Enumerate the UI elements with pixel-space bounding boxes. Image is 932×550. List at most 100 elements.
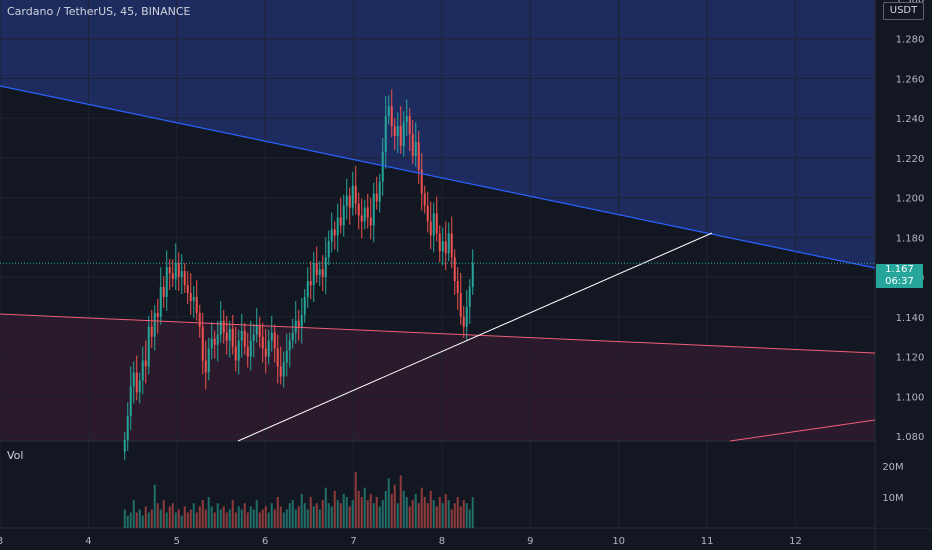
candle-body <box>276 348 279 367</box>
candle-body <box>378 181 381 202</box>
volume-bar <box>282 512 285 528</box>
volume-bar <box>336 500 339 528</box>
candle-body <box>300 314 303 327</box>
volume-bar <box>432 500 435 528</box>
candle-body <box>468 287 471 307</box>
volume-bar <box>147 512 150 528</box>
candle-body <box>384 116 387 152</box>
volume-bar <box>144 506 147 528</box>
volume-bar <box>390 493 393 528</box>
volume-bar <box>189 509 192 528</box>
support-zone <box>0 314 875 441</box>
candle-body <box>462 316 465 327</box>
volume-bar <box>207 497 210 528</box>
candle-body <box>450 233 453 258</box>
volume-bar <box>300 493 303 528</box>
volume-bar <box>234 512 237 528</box>
candle-body <box>150 326 153 337</box>
candle-body <box>249 340 252 357</box>
candle-body <box>198 312 201 327</box>
time-tick-label: 8 <box>439 536 445 547</box>
candle-body <box>426 205 429 222</box>
volume-bar <box>354 472 357 528</box>
volume-tick-label: 10M <box>882 493 903 504</box>
volume-bar <box>177 509 180 528</box>
candle-body <box>336 217 339 236</box>
volume-bar <box>231 500 234 528</box>
candle-body <box>435 213 438 234</box>
volume-bar <box>342 493 345 528</box>
candle-body <box>237 340 240 361</box>
price-tick-label: 1.280 <box>896 35 925 46</box>
candle-body <box>354 185 357 204</box>
candle-body <box>315 263 318 276</box>
volume-bar <box>372 503 375 528</box>
volume-bar <box>165 512 168 528</box>
volume-bar <box>192 503 195 528</box>
candle-body <box>252 334 255 341</box>
volume-bar <box>429 490 432 528</box>
volume-bar <box>276 497 279 528</box>
candle-body <box>126 416 129 440</box>
volume-bar <box>357 490 360 528</box>
drawing-lines <box>0 85 876 442</box>
candle-body <box>399 126 402 146</box>
support-line <box>0 313 876 354</box>
candle-body <box>291 332 294 341</box>
candle-body <box>330 229 333 242</box>
candle-body <box>222 320 225 333</box>
volume-bar <box>252 509 255 528</box>
volume-bar <box>312 506 315 528</box>
candle-body <box>285 350 288 363</box>
candle-body <box>459 293 462 317</box>
candle-body <box>387 106 390 117</box>
candle-body <box>243 330 246 347</box>
candle-body <box>240 330 243 341</box>
volume-bar <box>204 509 207 528</box>
volume-bar <box>450 509 453 528</box>
candle-body <box>375 193 378 202</box>
volume-bar <box>417 503 420 528</box>
candle-body <box>306 281 309 297</box>
volume-bar <box>360 497 363 528</box>
candle-body <box>174 263 177 280</box>
time-tick-label: 3 <box>0 536 3 547</box>
currency-selector[interactable]: USDT <box>883 2 924 20</box>
time-tick-label: 10 <box>612 536 625 547</box>
candle-body <box>324 257 327 278</box>
candle-body <box>312 263 315 286</box>
volume-bar <box>201 500 204 528</box>
volume-bar <box>288 503 291 528</box>
candle-body <box>144 360 147 367</box>
volume-bar <box>174 512 177 528</box>
candle-body <box>309 281 312 286</box>
time-tick-label: 5 <box>174 536 180 547</box>
volume-bar <box>195 512 198 528</box>
time-tick-label: 4 <box>85 536 91 547</box>
volume-bar <box>381 500 384 528</box>
volume-bar <box>285 509 288 528</box>
volume-bar <box>150 509 153 528</box>
volume-bar <box>393 484 396 528</box>
volume-bar <box>225 512 228 528</box>
volume-bar <box>240 509 243 528</box>
candle-body <box>360 215 363 222</box>
candle-body <box>345 195 348 206</box>
volume-label: Vol <box>7 449 24 462</box>
time-tick-label: 9 <box>527 536 533 547</box>
volume-bar <box>315 503 318 528</box>
candle-body <box>189 293 192 301</box>
resistance-zone <box>0 0 875 268</box>
volume-bar <box>291 500 294 528</box>
volume-bar <box>249 506 252 528</box>
price-tick-label: 1.240 <box>896 114 925 125</box>
candle-body <box>246 346 249 357</box>
candle-body <box>258 324 261 337</box>
volume-bar <box>297 506 300 528</box>
volume-bar <box>222 506 225 528</box>
chart-title: Cardano / TetherUS, 45, BINANCE <box>7 5 191 18</box>
candle-body <box>447 233 450 254</box>
volume-bar <box>396 503 399 528</box>
